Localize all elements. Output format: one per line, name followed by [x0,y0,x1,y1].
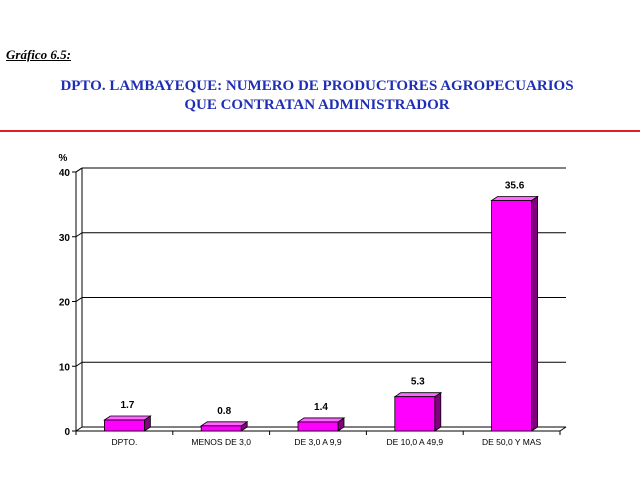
chart-title: DPTO. LAMBAYEQUE: NUMERO DE PRODUCTORES … [0,77,634,115]
bar [200,425,242,432]
bar-top [296,417,346,423]
gridline-depth [75,361,83,367]
bar [491,200,533,432]
bar-value-label: 1.7 [120,400,134,411]
bar-side [531,195,538,432]
header-divider [0,130,640,132]
figure-caption: Gráfico 6.5: [6,47,71,62]
x-tick-label: DE 10,0 A 49,9 [386,437,443,447]
y-tick-label: 20 [59,298,71,309]
x-tick-label: DE 3,0 A 9,9 [294,437,342,447]
bar-top [393,392,443,398]
plot-floor-right-edge [559,426,567,432]
y-tick-label: 10 [59,362,71,373]
y-tick-label: 0 [64,427,70,438]
bar-side [434,391,442,432]
bar [104,419,145,432]
bar-value-label: 1.4 [314,402,328,413]
x-tick-label: MENOS DE 3,0 [191,437,251,447]
bar-top [103,415,152,421]
y-axis-label: % [59,153,68,164]
bar-value-label: 0.8 [217,406,231,417]
bar-value-label: 5.3 [411,377,425,388]
y-tick-label: 30 [59,233,71,244]
plot-depth-edge-bottom [75,426,83,432]
gridline-depth [75,297,83,302]
chart-title-line-1: DPTO. LAMBAYEQUE: NUMERO DE PRODUCTORES … [60,78,574,94]
y-tick-label: 40 [59,168,71,179]
bar [394,396,436,432]
x-tick-label: DPTO. [111,437,137,447]
chart-title-line-2: QUE CONTRATAN ADMINISTRADOR [184,97,450,113]
bar-top [199,421,249,427]
gridline-depth [75,167,83,173]
bar-top [490,196,539,201]
bar [297,421,339,432]
x-tick-label: DE 50,0 Y MAS [482,437,542,447]
gridline-depth [75,232,83,238]
bar-value-label: 35.6 [505,180,525,191]
